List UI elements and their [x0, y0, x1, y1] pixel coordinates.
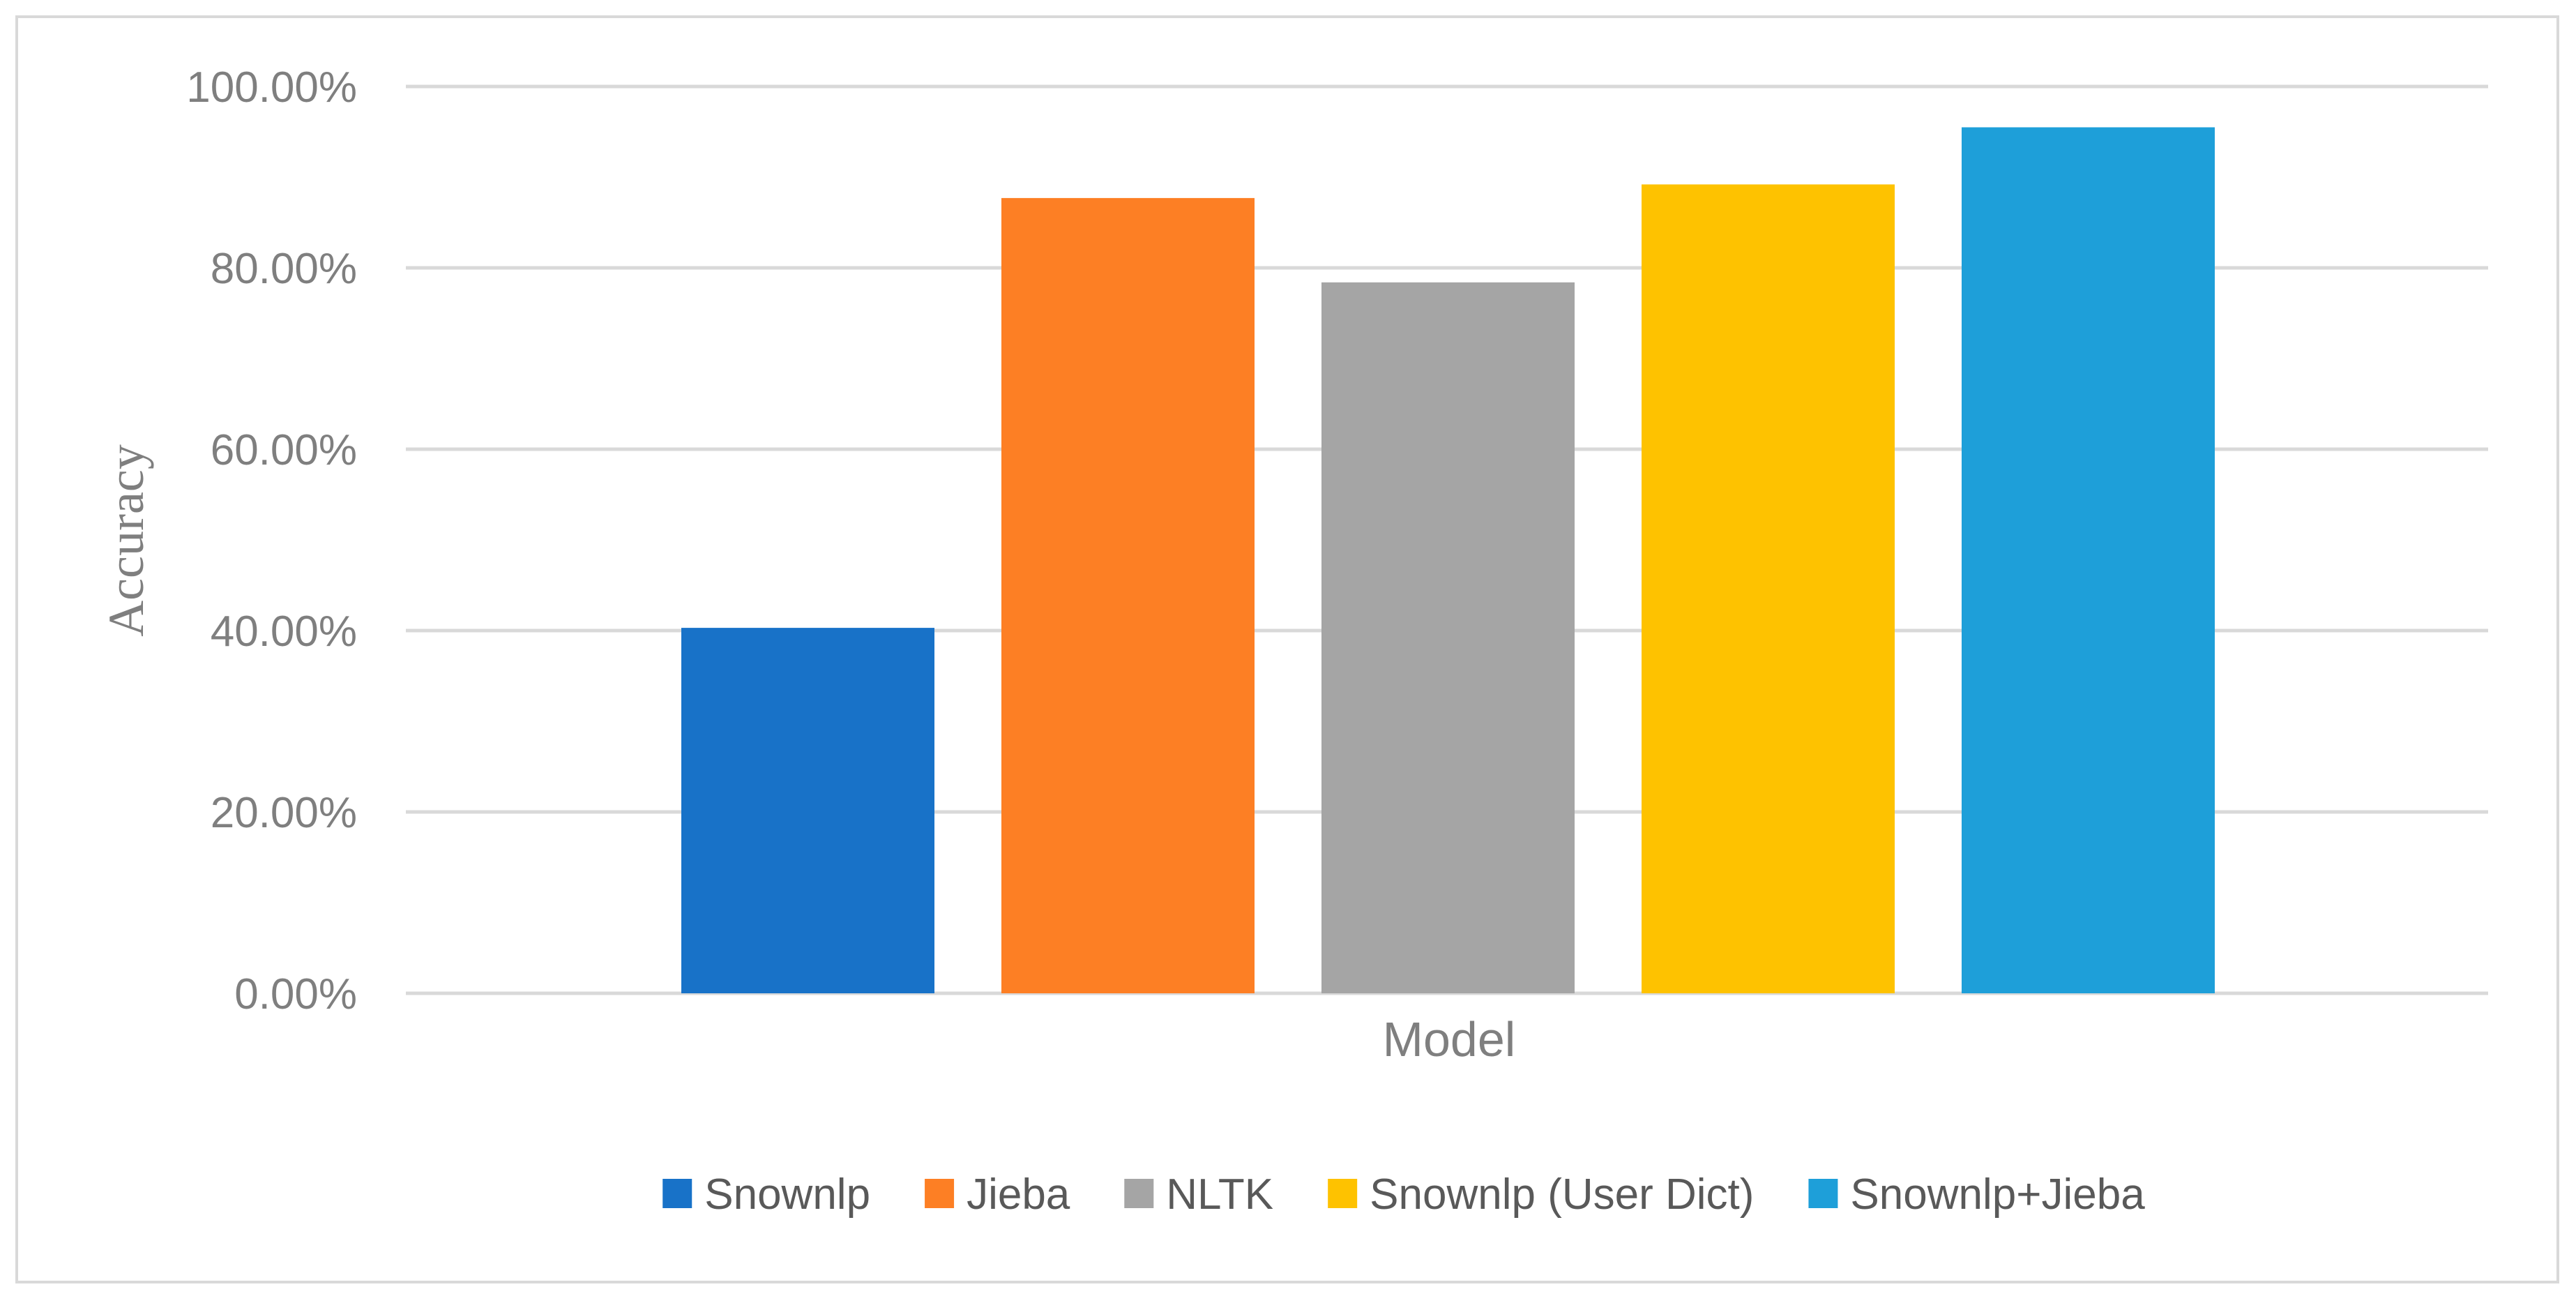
bar-snownlp-user-dict — [1642, 184, 1895, 993]
legend-swatch — [925, 1179, 955, 1208]
y-tick-label: 0.00% — [234, 970, 357, 1018]
legend-swatch — [1124, 1179, 1154, 1208]
legend-item-snownlp-jieba: Snownlp+Jieba — [1808, 1170, 2145, 1219]
bars — [681, 127, 2215, 993]
y-tick-label: 100.00% — [186, 63, 357, 112]
legend-item-jieba: Jieba — [925, 1170, 1070, 1219]
x-axis-title: Model — [1383, 1012, 1516, 1067]
legend-label: Jieba — [967, 1170, 1070, 1219]
y-tick-label: 60.00% — [211, 426, 357, 474]
legend: Snownlp Jieba NLTK Snownlp (User Dict) Snown… — [662, 1170, 2145, 1219]
bar-jieba — [1001, 197, 1255, 993]
legend-label: NLTK — [1166, 1170, 1273, 1219]
y-tick-label: 40.00% — [211, 608, 357, 656]
y-axis-ticks: 0.00% 20.00% 40.00% 60.00% 80.00% 100.00% — [186, 63, 357, 1018]
legend-label: Snownlp+Jieba — [1850, 1170, 2145, 1219]
bar-snownlp — [681, 628, 934, 993]
legend-item-snownlp: Snownlp — [662, 1170, 870, 1219]
legend-label: Snownlp (User Dict) — [1370, 1170, 1754, 1219]
bar-snownlp-jieba — [1962, 127, 2215, 993]
legend-item-nltk: NLTK — [1124, 1170, 1273, 1219]
legend-swatch — [662, 1179, 692, 1208]
y-axis-title: Accuracy — [98, 444, 154, 637]
legend-item-snownlp-user-dict: Snownlp (User Dict) — [1328, 1170, 1754, 1219]
legend-swatch — [1808, 1179, 1838, 1208]
legend-label: Snownlp — [704, 1170, 870, 1219]
legend-swatch — [1328, 1179, 1358, 1208]
bar-nltk — [1321, 282, 1575, 993]
y-tick-label: 80.00% — [211, 245, 357, 293]
y-tick-label: 20.00% — [211, 789, 357, 837]
